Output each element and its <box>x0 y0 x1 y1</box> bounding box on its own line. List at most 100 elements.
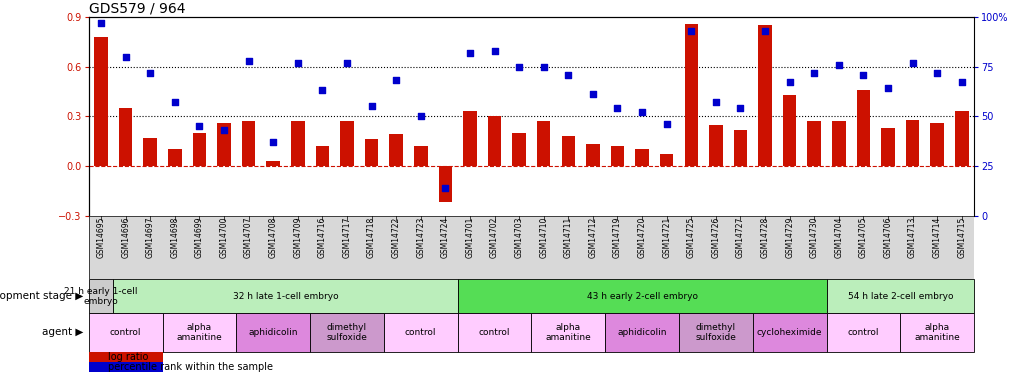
Point <box>707 99 723 105</box>
Text: agent ▶: agent ▶ <box>42 327 84 338</box>
Point <box>412 113 428 119</box>
Text: GSM14702: GSM14702 <box>489 217 498 258</box>
Text: GSM14718: GSM14718 <box>367 217 376 258</box>
Bar <box>659 154 673 166</box>
Point <box>829 62 846 68</box>
Text: GSM14724: GSM14724 <box>440 217 449 258</box>
Text: 43 h early 2-cell embryo: 43 h early 2-cell embryo <box>586 292 697 301</box>
Text: 54 h late 2-cell embryo: 54 h late 2-cell embryo <box>847 292 952 301</box>
Bar <box>168 149 181 166</box>
Point <box>338 60 355 66</box>
Text: GSM14705: GSM14705 <box>858 217 867 258</box>
Bar <box>536 121 550 166</box>
Bar <box>217 123 230 166</box>
Bar <box>340 121 354 166</box>
Bar <box>684 24 697 166</box>
Bar <box>365 140 378 166</box>
Bar <box>900 313 973 352</box>
Bar <box>310 313 383 352</box>
Text: GSM14719: GSM14719 <box>612 217 622 258</box>
Point <box>756 28 772 34</box>
Point <box>732 105 748 111</box>
Point <box>953 80 969 86</box>
Bar <box>512 133 526 166</box>
Point <box>289 60 306 66</box>
Text: GSM14722: GSM14722 <box>391 217 400 258</box>
Bar <box>162 313 236 352</box>
Text: GSM14711: GSM14711 <box>564 217 573 258</box>
Text: 32 h late 1-cell embryo: 32 h late 1-cell embryo <box>232 292 338 301</box>
Bar <box>144 138 157 166</box>
Point <box>265 139 281 145</box>
Text: GSM14723: GSM14723 <box>416 217 425 258</box>
Text: GSM14698: GSM14698 <box>170 217 179 258</box>
Text: GSM14726: GSM14726 <box>710 217 719 258</box>
Point <box>559 72 576 78</box>
Text: percentile rank within the sample: percentile rank within the sample <box>108 362 273 372</box>
Text: control: control <box>847 328 878 337</box>
Text: GSM14700: GSM14700 <box>219 217 228 258</box>
Point <box>486 48 502 54</box>
Bar <box>458 279 825 313</box>
Point <box>166 99 182 105</box>
Text: control: control <box>478 328 510 337</box>
Text: GSM14717: GSM14717 <box>342 217 352 258</box>
Point <box>93 20 109 26</box>
Text: GSM14695: GSM14695 <box>97 217 105 258</box>
Point <box>117 54 133 60</box>
Point <box>805 69 821 75</box>
Point <box>904 60 920 66</box>
Point <box>633 109 650 115</box>
Point <box>511 63 527 70</box>
Point <box>854 72 870 78</box>
Bar <box>905 120 918 166</box>
Text: dimethyl
sulfoxide: dimethyl sulfoxide <box>326 323 367 342</box>
Text: aphidicolin: aphidicolin <box>249 328 298 337</box>
Bar <box>825 279 973 313</box>
Text: GSM14704: GSM14704 <box>834 217 843 258</box>
Point <box>781 80 797 86</box>
Bar <box>757 25 771 166</box>
Text: GSM14712: GSM14712 <box>588 217 597 258</box>
Point <box>192 123 208 129</box>
Bar <box>193 133 206 166</box>
Bar <box>94 37 108 166</box>
Bar <box>929 123 943 166</box>
Bar <box>487 116 500 166</box>
Bar <box>266 161 279 166</box>
Point <box>437 185 453 191</box>
Text: alpha
amanitine: alpha amanitine <box>545 323 591 342</box>
Bar <box>119 108 132 166</box>
Text: GSM14715: GSM14715 <box>957 217 965 258</box>
Bar <box>242 121 255 166</box>
Point <box>387 78 404 84</box>
Point <box>314 87 330 93</box>
Text: GSM14703: GSM14703 <box>515 217 523 258</box>
Bar <box>604 313 679 352</box>
Text: GSM14709: GSM14709 <box>293 217 302 258</box>
Bar <box>708 124 721 166</box>
Text: GSM14720: GSM14720 <box>637 217 646 258</box>
Point <box>462 50 478 55</box>
Bar <box>586 144 599 166</box>
Point <box>363 103 379 110</box>
Bar <box>315 146 329 166</box>
Bar <box>679 313 752 352</box>
Text: GSM14729: GSM14729 <box>785 217 794 258</box>
Text: GSM14706: GSM14706 <box>882 217 892 258</box>
Text: GSM14701: GSM14701 <box>465 217 474 258</box>
Text: GSM14697: GSM14697 <box>146 217 155 258</box>
Bar <box>733 129 747 166</box>
Point <box>658 121 675 127</box>
Text: GSM14728: GSM14728 <box>760 217 768 258</box>
Text: GSM14716: GSM14716 <box>318 217 326 258</box>
Point <box>535 63 551 70</box>
Text: GSM14710: GSM14710 <box>539 217 547 258</box>
Text: cycloheximide: cycloheximide <box>756 328 821 337</box>
Bar <box>89 313 162 352</box>
Bar <box>954 111 968 166</box>
Bar <box>783 95 796 166</box>
Text: GSM14730: GSM14730 <box>809 217 818 258</box>
Bar <box>389 135 403 166</box>
Bar <box>438 166 451 202</box>
